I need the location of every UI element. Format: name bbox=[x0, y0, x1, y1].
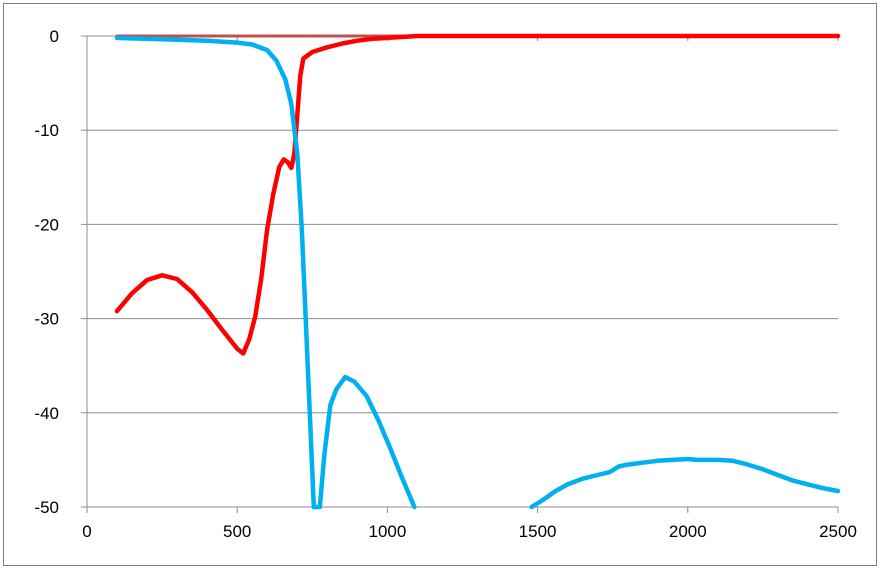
series-line-blue bbox=[529, 456, 841, 510]
series-line-blue bbox=[114, 35, 417, 510]
y-tick-label: -30 bbox=[34, 310, 59, 329]
y-tick-label: -50 bbox=[34, 498, 59, 517]
tick-labels: 0 -10 -20 -30 -40 -50 0 500 1000 1500 2000 2500 bbox=[34, 27, 856, 541]
series-lines bbox=[114, 33, 841, 510]
x-tick-label: 0 bbox=[82, 522, 91, 541]
y-tick-label: -10 bbox=[34, 121, 59, 140]
chart-area bbox=[3, 3, 877, 566]
x-tick-label: 2500 bbox=[819, 522, 857, 541]
x-tick-label: 500 bbox=[223, 522, 251, 541]
y-tick-label: -20 bbox=[34, 215, 59, 234]
y-tick-label: 0 bbox=[50, 27, 59, 46]
gridlines bbox=[87, 35, 838, 508]
series-line-red bbox=[114, 33, 841, 356]
x-tick-label: 2000 bbox=[669, 522, 707, 541]
y-tick-label: -40 bbox=[34, 404, 59, 423]
x-tick-label: 1500 bbox=[519, 522, 557, 541]
x-tick-label: 1000 bbox=[368, 522, 406, 541]
axes bbox=[81, 35, 839, 513]
